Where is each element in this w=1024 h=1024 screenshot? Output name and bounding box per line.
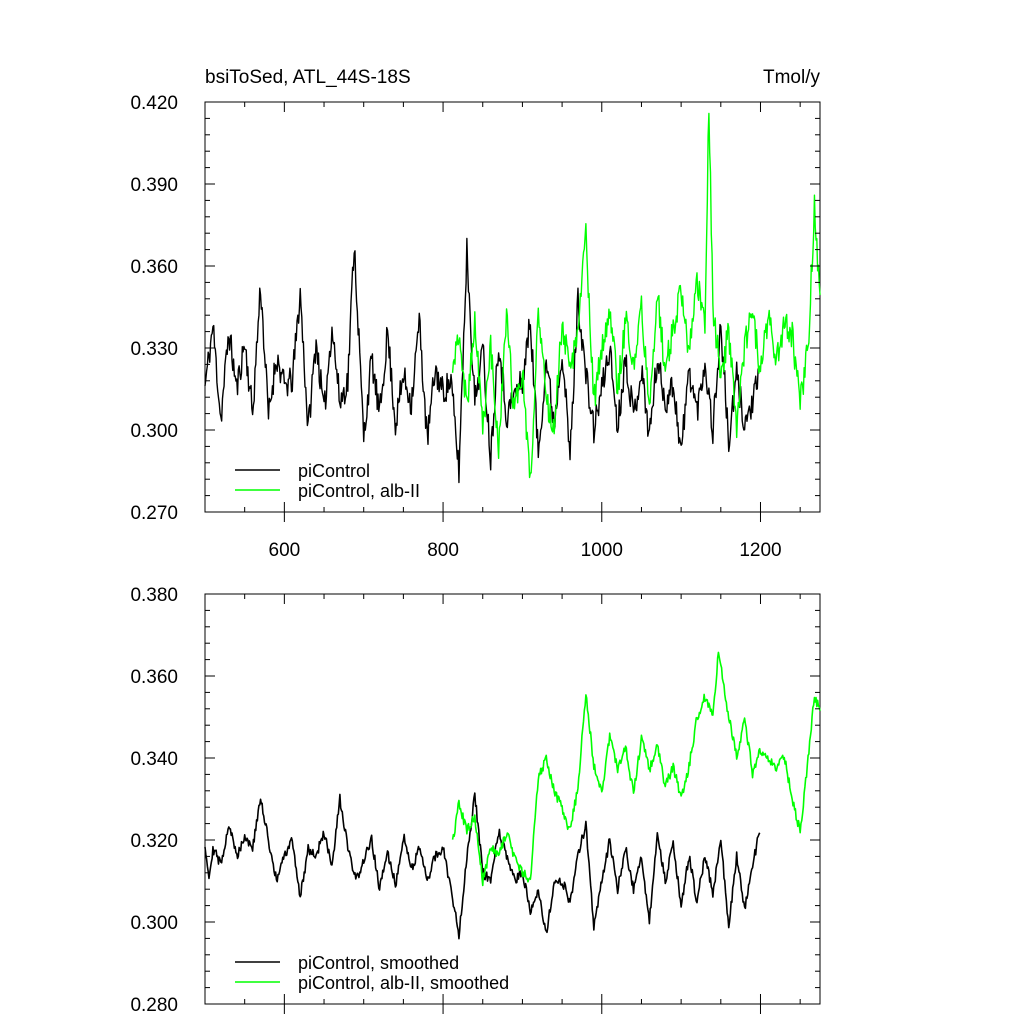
bottom-ytick-label: 0.320 — [130, 831, 178, 852]
bottom-ytick-label: 0.360 — [130, 667, 178, 688]
top-ticks-layer: 0.270 0.300 0.330 0.360 0.390 0.420 600 800 1000… — [130, 93, 820, 561]
bottom-plot-frame — [204, 593, 821, 1005]
bottom-legend-label-picontrol: piControl, smoothed — [298, 953, 459, 973]
top-ytick-label: 0.330 — [130, 339, 178, 360]
top-series-line-picontrol — [204, 237, 761, 484]
bottom-ytick-label: 0.340 — [130, 749, 178, 770]
top-ytick-label: 0.300 — [130, 421, 178, 442]
top-series-line-alb-ii — [451, 112, 821, 479]
bottom-ticks-layer: 0.280 0.300 0.320 0.340 0.360 0.380 — [130, 585, 820, 1016]
bottom-series-line-alb-ii — [451, 651, 821, 887]
top-legend: piControl piControl, alb-II — [235, 461, 420, 501]
bottom-ytick-label: 0.300 — [130, 913, 178, 934]
bottom-ytick-label: 0.380 — [130, 585, 178, 606]
bottom-legend: piControl, smoothed piControl, alb-II, s… — [235, 953, 509, 993]
top-panel: bsiToSed, ATL_44S-18S Tmol/y 0.2700.3000… — [130, 67, 821, 561]
bottom-panel: 0.280 0.300 0.320 0.340 0.360 0.380 piControl… — [130, 585, 821, 1016]
top-title-right: Tmol/y — [763, 67, 821, 88]
top-legend-label-alb-ii: piControl, alb-II — [298, 481, 420, 501]
top-xtick-label: 1000 — [581, 540, 623, 561]
bottom-ytick-label: 0.280 — [130, 995, 178, 1016]
top-plot-frame — [204, 101, 821, 513]
bottom-legend-label-alb-ii: piControl, alb-II, smoothed — [298, 973, 509, 993]
top-xtick-label: 600 — [269, 540, 301, 561]
bottom-series-layer — [204, 651, 821, 940]
top-title-left: bsiToSed, ATL_44S-18S — [205, 67, 411, 88]
top-ytick-label: 0.390 — [130, 175, 178, 196]
top-ytick-label: 0.420 — [130, 93, 178, 114]
top-xtick-label: 1200 — [739, 540, 781, 561]
top-series-layer — [204, 112, 821, 484]
top-xtick-label: 800 — [427, 540, 459, 561]
top-legend-label-picontrol: piControl — [298, 461, 370, 481]
top-ytick-label: 0.270 — [130, 503, 178, 524]
top-ytick-label: 0.360 — [130, 257, 178, 278]
bottom-series-line-picontrol — [204, 792, 761, 940]
